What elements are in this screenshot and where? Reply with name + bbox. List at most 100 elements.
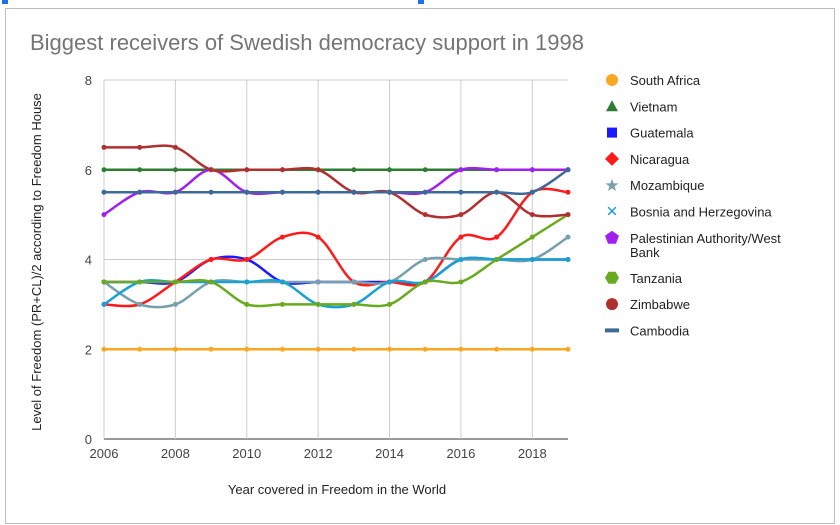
data-point-cambodia — [565, 167, 571, 173]
y-tick-label: 2 — [85, 342, 92, 357]
data-point-bosnia-and-herzegovina — [565, 257, 571, 262]
series-line-cambodia — [103, 168, 569, 196]
data-point-palestinian-authority-west-bank — [529, 167, 535, 173]
series-line-mozambique — [103, 236, 569, 309]
y-tick-label: 0 — [85, 432, 92, 447]
data-point-cambodia — [351, 189, 357, 195]
series-line-tanzania — [103, 213, 569, 308]
data-point-zimbabwe — [101, 144, 107, 150]
data-point-cambodia — [529, 189, 535, 195]
data-point-tanzania — [387, 301, 393, 307]
x-tick-label: 2016 — [446, 446, 475, 461]
x-tick-label: 2012 — [304, 446, 333, 461]
data-point-tanzania — [494, 257, 500, 262]
data-point-south-africa — [387, 346, 393, 352]
data-point-vietnam — [101, 167, 107, 173]
legend-marker-square — [607, 127, 617, 138]
data-point-south-africa — [494, 346, 500, 352]
selection-handle[interactable] — [2, 0, 8, 4]
legend-marker-circle — [606, 298, 618, 311]
data-point-bosnia-and-herzegovina — [101, 301, 107, 307]
x-tick-label: 2018 — [518, 446, 547, 461]
data-point-south-africa — [351, 346, 357, 352]
data-point-zimbabwe — [172, 144, 178, 150]
data-point-cambodia — [458, 189, 464, 195]
data-point-zimbabwe — [458, 212, 464, 218]
x-tick-label: 2014 — [375, 446, 404, 461]
data-point-palestinian-authority-west-bank — [101, 212, 107, 218]
data-point-cambodia — [208, 189, 214, 195]
data-point-zimbabwe — [244, 167, 250, 173]
data-point-tanzania — [529, 234, 535, 240]
data-point-cambodia — [244, 189, 250, 195]
series-line-nicaragua — [103, 187, 569, 308]
legend-label: Guatemala — [630, 126, 694, 141]
data-point-tanzania — [458, 279, 464, 285]
data-point-bosnia-and-herzegovina — [244, 279, 250, 285]
x-tick-label: 2008 — [161, 446, 190, 461]
data-point-zimbabwe — [279, 167, 285, 173]
data-point-vietnam — [422, 167, 428, 173]
data-point-tanzania — [351, 301, 357, 307]
data-point-south-africa — [208, 346, 214, 352]
data-point-nicaragua — [494, 234, 500, 240]
data-point-cambodia — [137, 189, 143, 195]
data-point-mozambique — [422, 257, 428, 262]
data-point-vietnam — [387, 167, 393, 173]
legend-marker-hexagon — [605, 271, 619, 284]
data-point-nicaragua — [279, 234, 285, 240]
chart-frame — [5, 8, 835, 524]
data-point-zimbabwe — [315, 167, 321, 173]
data-point-tanzania — [172, 279, 178, 285]
data-point-nicaragua — [208, 257, 214, 262]
data-point-tanzania — [101, 279, 107, 285]
data-point-mozambique — [565, 234, 571, 240]
data-point-south-africa — [137, 346, 143, 352]
legend-marker-circle — [606, 74, 618, 86]
x-tick-label: 2010 — [232, 446, 261, 461]
legend-label: Mozambique — [630, 178, 704, 193]
legend-marker-diamond — [605, 151, 619, 166]
data-point-vietnam — [137, 167, 143, 173]
data-point-bosnia-and-herzegovina — [529, 257, 535, 262]
data-point-vietnam — [172, 167, 178, 173]
data-point-mozambique — [315, 279, 321, 285]
data-point-south-africa — [529, 346, 535, 352]
legend-label: Zimbabwe — [630, 297, 690, 312]
data-point-cambodia — [422, 189, 428, 195]
data-point-south-africa — [279, 346, 285, 352]
data-point-tanzania — [315, 301, 321, 307]
data-point-nicaragua — [565, 189, 571, 195]
data-point-nicaragua — [458, 234, 464, 240]
y-axis-title: Level of Freedom (PR+CL)/2 according to … — [29, 93, 44, 431]
legend-marker-star: ★ — [604, 176, 619, 196]
legend-label: South Africa — [630, 73, 701, 88]
data-point-mozambique — [351, 279, 357, 285]
selection-handle[interactable] — [418, 0, 424, 4]
y-tick-label: 6 — [85, 163, 92, 178]
data-point-tanzania — [137, 279, 143, 285]
legend-marker-triangle — [606, 100, 618, 112]
legend-label: Vietnam — [630, 99, 677, 114]
data-point-zimbabwe — [565, 212, 571, 218]
data-point-cambodia — [315, 189, 321, 195]
data-point-zimbabwe — [422, 212, 428, 218]
legend-label: Bosnia and Herzegovina — [630, 205, 772, 220]
data-point-zimbabwe — [137, 144, 143, 150]
data-point-mozambique — [137, 301, 143, 307]
data-point-cambodia — [101, 189, 107, 195]
data-point-south-africa — [101, 346, 107, 352]
data-point-palestinian-authority-west-bank — [458, 167, 464, 173]
data-point-bosnia-and-herzegovina — [458, 257, 464, 262]
data-point-tanzania — [208, 279, 214, 285]
data-point-zimbabwe — [529, 212, 535, 218]
data-point-cambodia — [387, 189, 393, 195]
data-point-nicaragua — [244, 257, 250, 262]
legend-marker-x: ✕ — [606, 203, 619, 221]
y-tick-label: 8 — [85, 73, 92, 88]
data-point-vietnam — [351, 167, 357, 173]
data-point-mozambique — [172, 301, 178, 307]
data-point-south-africa — [172, 346, 178, 352]
